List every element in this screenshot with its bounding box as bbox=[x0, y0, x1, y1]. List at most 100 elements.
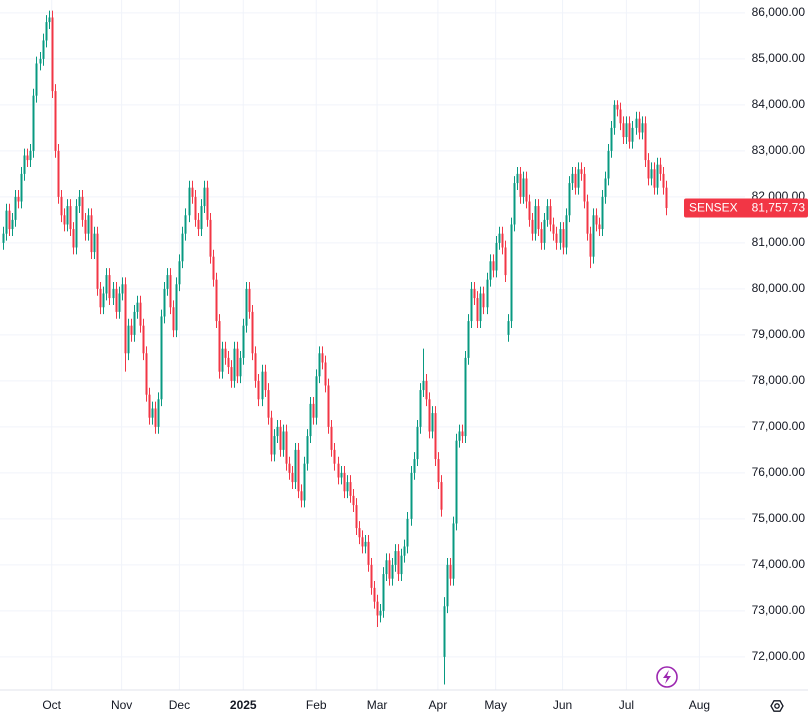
candle-body bbox=[665, 187, 668, 209]
candle-body bbox=[115, 288, 118, 312]
candle-body bbox=[376, 601, 379, 616]
x-tick-label: 2025 bbox=[230, 698, 257, 712]
candle-body bbox=[619, 109, 622, 124]
candle-body bbox=[510, 224, 513, 322]
candle-body bbox=[449, 564, 452, 579]
candle-body bbox=[492, 261, 495, 271]
candle-body bbox=[57, 150, 60, 197]
candle-body bbox=[455, 440, 458, 524]
candle-body bbox=[294, 449, 297, 483]
candle-body bbox=[607, 150, 610, 179]
candle-body bbox=[42, 40, 45, 59]
candle-body bbox=[641, 123, 644, 133]
candle-body bbox=[394, 551, 397, 565]
candle-body bbox=[385, 560, 388, 575]
candle-body bbox=[221, 348, 224, 372]
candle-body bbox=[194, 196, 197, 220]
candle-body bbox=[437, 459, 440, 483]
candle-body bbox=[270, 417, 273, 455]
x-tick-label: Dec bbox=[169, 698, 190, 712]
badge-name: SENSEX bbox=[689, 201, 738, 215]
candle-body bbox=[2, 233, 5, 243]
y-tick-label: 74,000.00 bbox=[752, 557, 806, 571]
candle-body bbox=[66, 206, 69, 225]
candle-body bbox=[361, 537, 364, 547]
candle-body bbox=[105, 275, 108, 294]
candle-body bbox=[242, 325, 245, 358]
y-tick-label: 80,000.00 bbox=[752, 281, 806, 295]
candle-body bbox=[461, 431, 464, 437]
candle-body bbox=[410, 472, 413, 519]
candle-body bbox=[391, 564, 394, 579]
lightning-icon[interactable] bbox=[656, 666, 678, 688]
candle-body bbox=[297, 449, 300, 492]
candle-body bbox=[440, 482, 443, 510]
candle-body bbox=[388, 560, 391, 579]
candle-body bbox=[400, 555, 403, 575]
candle-body bbox=[197, 219, 200, 230]
candle-body bbox=[273, 436, 276, 455]
x-tick-label: Apr bbox=[429, 698, 448, 712]
candle-body bbox=[172, 307, 175, 331]
candles bbox=[2, 10, 668, 685]
candle-body bbox=[178, 261, 181, 285]
candle-body bbox=[118, 293, 121, 312]
candle-body bbox=[522, 178, 525, 197]
settings-icon[interactable] bbox=[770, 700, 784, 712]
candle-body bbox=[519, 173, 522, 197]
candle-body bbox=[476, 298, 479, 322]
candle-body bbox=[75, 206, 78, 248]
candle-body bbox=[5, 210, 8, 234]
candle-body bbox=[559, 229, 562, 243]
candle-body bbox=[425, 380, 428, 400]
candle-body bbox=[35, 63, 38, 96]
candle-body bbox=[60, 196, 63, 216]
candle-body bbox=[142, 325, 145, 354]
candle-body bbox=[224, 348, 227, 358]
candle-body bbox=[434, 413, 437, 460]
candle-body bbox=[90, 215, 93, 253]
candle-body bbox=[431, 413, 434, 432]
candle-body bbox=[574, 173, 577, 188]
candle-body bbox=[26, 155, 29, 161]
candle-body bbox=[555, 233, 558, 243]
candle-body bbox=[23, 155, 26, 174]
candle-body bbox=[452, 523, 455, 579]
candle-body bbox=[382, 574, 385, 611]
y-tick-label: 79,000.00 bbox=[752, 327, 806, 341]
candle-body bbox=[54, 91, 57, 151]
candle-body bbox=[577, 169, 580, 188]
x-tick-label: May bbox=[484, 698, 507, 712]
candle-body bbox=[586, 201, 589, 234]
candle-body bbox=[625, 123, 628, 138]
candle-body bbox=[78, 196, 81, 207]
candle-body bbox=[251, 311, 254, 354]
candle-body bbox=[136, 302, 139, 312]
icon-hexagon bbox=[770, 700, 784, 712]
candle-body bbox=[239, 357, 242, 377]
candle-body bbox=[330, 426, 333, 450]
candle-body bbox=[592, 215, 595, 257]
candle-body bbox=[84, 219, 87, 234]
candle-body bbox=[333, 449, 336, 464]
candle-body bbox=[428, 399, 431, 432]
candle-body bbox=[191, 187, 194, 197]
candle-body bbox=[145, 353, 148, 395]
candle-body bbox=[175, 284, 178, 331]
candle-body bbox=[209, 219, 212, 257]
candle-body bbox=[200, 206, 203, 230]
candle-body bbox=[154, 408, 157, 427]
candle-body bbox=[525, 178, 528, 202]
candle-body bbox=[565, 215, 568, 248]
candle-body bbox=[507, 321, 510, 335]
candle-body bbox=[267, 390, 270, 418]
candle-body bbox=[513, 183, 516, 225]
candle-body bbox=[324, 362, 327, 386]
candle-body bbox=[379, 610, 382, 616]
candle-body bbox=[87, 215, 90, 234]
candle-body bbox=[489, 261, 492, 280]
candle-body bbox=[96, 233, 99, 289]
candle-body bbox=[647, 160, 650, 179]
